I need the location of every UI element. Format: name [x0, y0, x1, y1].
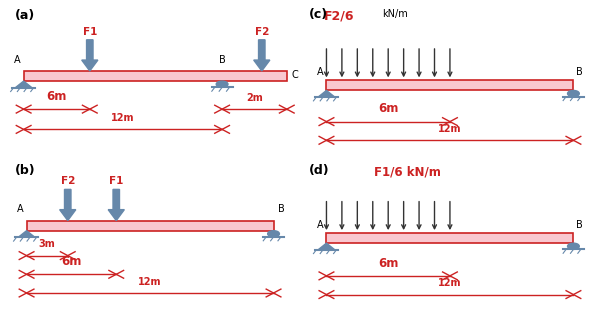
Text: A: A [317, 67, 323, 77]
Text: (d): (d) [309, 164, 329, 177]
Text: F1: F1 [109, 176, 124, 186]
Polygon shape [59, 190, 76, 221]
Text: A: A [14, 55, 20, 65]
Circle shape [568, 243, 580, 249]
Text: (a): (a) [15, 10, 35, 22]
Text: 2m: 2m [246, 93, 263, 103]
Bar [26, 221, 274, 231]
Text: 3m: 3m [39, 239, 56, 249]
Text: (c): (c) [309, 8, 328, 21]
Text: B: B [219, 55, 226, 65]
Text: A: A [17, 204, 23, 214]
Text: 12m: 12m [139, 277, 162, 287]
Text: 12m: 12m [438, 278, 461, 288]
Circle shape [268, 231, 280, 237]
Text: F2/6: F2/6 [323, 10, 354, 22]
Polygon shape [16, 81, 32, 88]
Text: 6m: 6m [378, 257, 398, 270]
Text: F2: F2 [61, 176, 75, 186]
Text: B: B [577, 220, 583, 230]
Circle shape [216, 81, 228, 87]
Text: B: B [577, 67, 583, 77]
Polygon shape [318, 243, 335, 250]
Text: F1: F1 [83, 27, 97, 37]
Text: C: C [291, 70, 298, 80]
Text: 6m: 6m [378, 102, 398, 115]
Circle shape [568, 90, 580, 97]
Text: 12m: 12m [438, 124, 461, 134]
Polygon shape [318, 90, 335, 97]
Text: F1/6 kN/m: F1/6 kN/m [373, 165, 440, 178]
Bar [23, 71, 287, 81]
Polygon shape [108, 190, 124, 221]
Text: (b): (b) [15, 164, 35, 177]
Bar [326, 80, 574, 90]
Text: 6m: 6m [47, 90, 67, 103]
Text: B: B [278, 204, 285, 214]
Text: F2: F2 [254, 27, 269, 37]
Polygon shape [254, 40, 270, 71]
Text: 6m: 6m [61, 255, 82, 268]
Text: 12m: 12m [111, 113, 134, 123]
Polygon shape [19, 231, 35, 237]
Text: kN/m: kN/m [382, 10, 408, 19]
Text: A: A [317, 220, 323, 230]
Polygon shape [82, 40, 98, 71]
Bar [326, 233, 574, 243]
